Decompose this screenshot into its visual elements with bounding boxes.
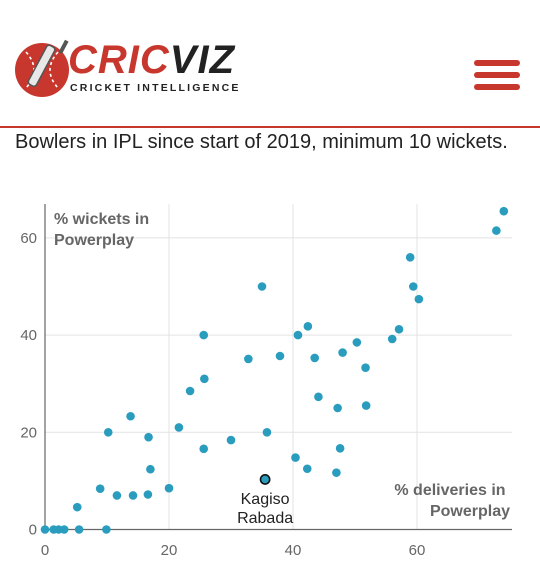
- data-point: [128, 491, 138, 500]
- hamburger-menu-icon[interactable]: [474, 60, 520, 96]
- menu-bar-middle: [474, 72, 520, 78]
- data-point: [226, 435, 236, 445]
- data-point: [112, 491, 122, 500]
- cricket-ball-bat-icon: [15, 39, 69, 97]
- highlight-group: Kagiso Rabada: [237, 474, 293, 527]
- data-point: [303, 322, 313, 331]
- data-point: [335, 444, 345, 453]
- brand-part-viz: VIZ: [169, 38, 236, 82]
- tick-labels: 0 20 40 60 0 20 40 60: [20, 230, 425, 559]
- data-point: [59, 525, 69, 534]
- data-point: [74, 525, 84, 534]
- x-tick-label: 60: [409, 542, 426, 559]
- data-point: [414, 294, 424, 304]
- y-tick-label: 0: [29, 522, 37, 539]
- highlight-label: Kagiso Rabada: [237, 491, 293, 527]
- menu-bar-bottom: [474, 84, 520, 90]
- data-point: [199, 444, 209, 454]
- site-header: CRICVIZ CRICKET INTELLIGENCE: [0, 0, 540, 128]
- y-axis-title-line-1: % wickets in: [54, 211, 149, 228]
- y-tick-label: 20: [20, 424, 37, 441]
- data-point: [144, 432, 153, 442]
- highlight-label-line: Kagiso: [241, 491, 290, 508]
- data-point: [200, 374, 209, 384]
- axis-titles: % wickets in Powerplay % deliveries in P…: [54, 211, 510, 520]
- data-point: [95, 484, 105, 493]
- data-point: [310, 353, 320, 363]
- data-point: [185, 386, 195, 396]
- y-axis-title-line-2: Powerplay: [54, 232, 134, 249]
- data-point: [332, 468, 341, 477]
- data-point: [361, 363, 370, 372]
- data-point: [405, 253, 415, 262]
- data-point: [293, 330, 303, 340]
- x-axis-title: % deliveries in Powerplay: [394, 482, 510, 520]
- header-divider: [0, 126, 540, 128]
- x-tick-label: 20: [161, 542, 178, 559]
- x-tick-label: 40: [285, 542, 302, 559]
- data-point: [174, 423, 184, 432]
- chart-subtitle: Bowlers in IPL since start of 2019, mini…: [15, 131, 508, 153]
- data-point: [72, 502, 82, 512]
- data-point: [387, 334, 397, 344]
- data-point: [199, 330, 209, 340]
- brand-part-cric: CRIC: [68, 38, 170, 82]
- data-point: [143, 490, 153, 499]
- highlight-point: [259, 474, 271, 485]
- data-point: [333, 403, 342, 413]
- x-axis-title-line-2: Powerplay: [430, 503, 510, 520]
- y-tick-label: 60: [20, 230, 37, 247]
- data-point: [302, 464, 312, 474]
- data-point: [338, 348, 347, 357]
- brand-tagline: CRICKET INTELLIGENCE: [70, 82, 241, 94]
- brand-name: CRICVIZ: [68, 38, 235, 82]
- data-point: [126, 411, 135, 421]
- data-point: [262, 428, 272, 437]
- data-point: [146, 464, 155, 474]
- data-point: [164, 483, 174, 493]
- data-point: [408, 282, 418, 291]
- y-axis-title: % wickets in Powerplay: [54, 211, 154, 249]
- data-point: [275, 351, 285, 361]
- data-point: [257, 282, 267, 291]
- menu-bar-top: [474, 60, 520, 66]
- data-point: [492, 226, 501, 235]
- data-point: [361, 401, 371, 410]
- data-points: [40, 206, 509, 534]
- data-point: [102, 525, 111, 534]
- data-point: [103, 428, 113, 437]
- x-axis-title-line-1: % deliveries in: [394, 482, 505, 499]
- highlight-label-line: Rabada: [237, 510, 293, 527]
- data-point: [352, 338, 362, 347]
- data-point: [40, 525, 50, 534]
- axes: [44, 204, 512, 531]
- data-point: [394, 324, 404, 334]
- data-point: [314, 392, 323, 402]
- x-tick-label: 0: [41, 542, 49, 559]
- cricviz-logo[interactable]: CRICVIZ CRICKET INTELLIGENCE: [12, 36, 238, 100]
- data-point: [291, 453, 300, 462]
- grid-lines: [45, 204, 512, 530]
- y-tick-label: 40: [20, 327, 37, 344]
- data-point: [244, 354, 253, 364]
- data-point: [499, 206, 509, 216]
